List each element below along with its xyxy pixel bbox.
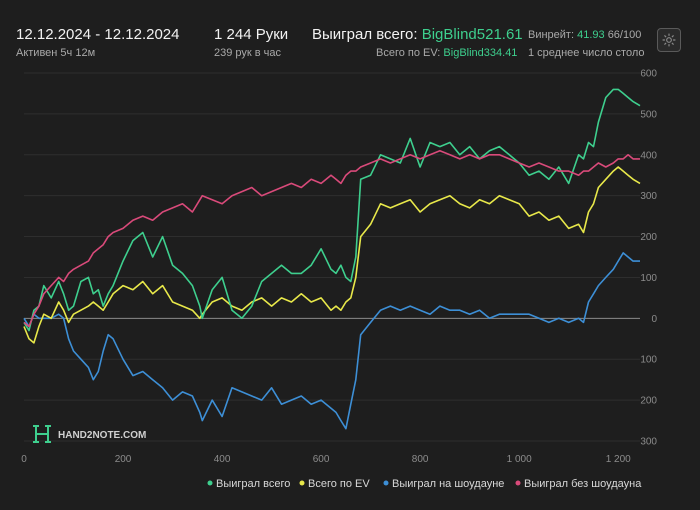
legend-label-1[interactable]: Всего по EV [308, 478, 370, 490]
series-line-1 [23, 166, 641, 344]
legend-marker-2 [383, 480, 389, 486]
chart-legend: Выиграл всего Всего по EV Выиграл на шоуда… [207, 478, 642, 490]
legend-label-3[interactable]: Выиграл без шоудауна [524, 478, 642, 490]
y-tick-label: 600 [640, 69, 657, 80]
y-axis-ticks: 600 500 400 300 200 100 0 100 200 300 [640, 69, 657, 448]
y-tick-label: 300 [640, 437, 657, 448]
won-total-value: BigBlind521.61 [421, 26, 523, 43]
y-tick-label: 0 [651, 314, 657, 325]
x-tick-label: 400 [214, 454, 231, 465]
series-line-2 [23, 252, 640, 430]
y-tick-label: 400 [640, 150, 657, 161]
x-tick-label: 1 200 [606, 454, 631, 465]
won-total-label: Выиграл всего: [312, 26, 418, 43]
ev-total: Всего по EV: BigBlind334.41 [376, 47, 517, 59]
x-tick-label: 1 000 [507, 454, 532, 465]
series-line-0 [23, 88, 641, 332]
winrate-label: Винрейт: [528, 29, 575, 41]
series-line-3 [23, 149, 640, 328]
x-tick-label: 0 [21, 454, 27, 465]
active-duration: Активен 5ч 12м [16, 47, 96, 59]
legend-label-0[interactable]: Выиграл всего [216, 478, 290, 490]
y-tick-label: 300 [640, 191, 657, 202]
x-axis-ticks: 0 200 400 600 800 1 000 1 200 [21, 454, 631, 465]
winrate: Винрейт: 41.93 66/100 [528, 29, 641, 41]
winrate-rest: 66/100 [607, 29, 642, 41]
y-tick-label: 200 [640, 232, 657, 243]
legend-label-2[interactable]: Выиграл на шоудауне [392, 478, 504, 490]
y-tick-label: 100 [640, 273, 657, 284]
x-tick-label: 800 [412, 454, 429, 465]
legend-marker-3 [515, 480, 521, 486]
gear-icon [662, 33, 676, 47]
x-tick-label: 600 [313, 454, 330, 465]
legend-marker-1 [299, 480, 305, 486]
avg-tables: 1 среднее число столо [528, 47, 645, 59]
y-tick-label: 100 [640, 355, 657, 366]
ev-total-value: BigBlind334.41 [443, 47, 518, 59]
y-tick-label: 200 [640, 396, 657, 407]
hand2note-watermark: HAND2NOTE.COM [33, 425, 146, 443]
hands-per-hour: 239 рук в час [214, 47, 282, 59]
series-lines [23, 88, 641, 430]
hands-count: 1 244 Руки [214, 26, 289, 43]
y-tick-label: 500 [640, 109, 657, 120]
hand2note-logo-icon [33, 425, 51, 443]
watermark-text: HAND2NOTE.COM [58, 430, 146, 441]
winrate-value: 41.93 [577, 29, 605, 41]
x-tick-label: 200 [115, 454, 132, 465]
chart-grid [24, 72, 640, 442]
won-total: Выиграл всего: BigBlind521.61 [312, 26, 523, 43]
legend-marker-0 [207, 480, 213, 486]
date-range: 12.12.2024 - 12.12.2024 [16, 26, 180, 43]
settings-button[interactable] [657, 28, 681, 52]
ev-total-label: Всего по EV: [376, 47, 441, 59]
